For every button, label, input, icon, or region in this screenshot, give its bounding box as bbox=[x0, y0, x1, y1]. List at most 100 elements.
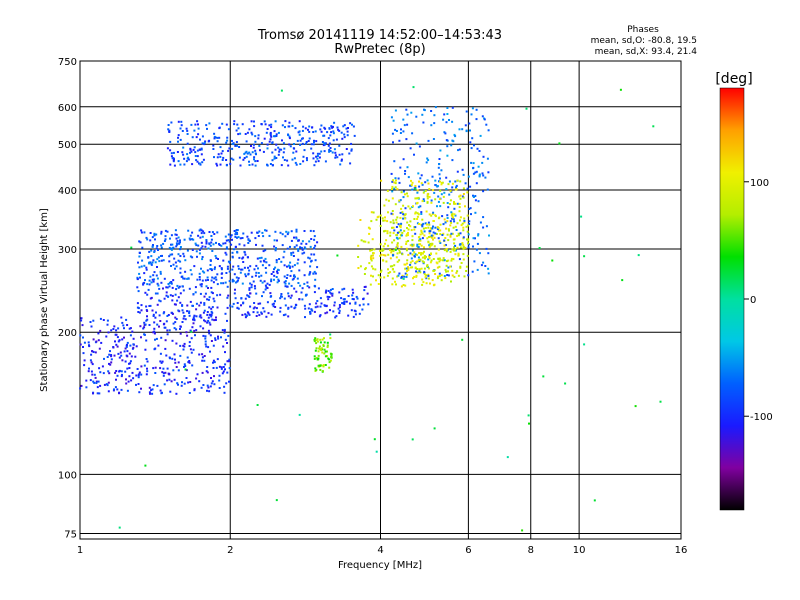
data-point bbox=[329, 147, 332, 149]
data-point bbox=[396, 252, 399, 255]
data-point bbox=[298, 269, 301, 272]
data-point bbox=[193, 129, 196, 132]
data-point bbox=[182, 348, 185, 351]
data-point bbox=[236, 123, 239, 126]
data-point bbox=[179, 332, 182, 335]
data-point bbox=[187, 156, 190, 159]
data-point bbox=[466, 230, 469, 233]
data-point bbox=[313, 270, 316, 273]
data-point bbox=[310, 147, 313, 150]
data-point bbox=[183, 163, 186, 166]
data-point bbox=[177, 160, 180, 163]
data-point bbox=[278, 148, 281, 151]
data-point bbox=[460, 224, 463, 227]
data-point bbox=[396, 188, 399, 191]
data-point bbox=[308, 272, 311, 275]
data-point bbox=[304, 247, 307, 250]
data-point bbox=[289, 245, 291, 248]
data-point bbox=[583, 255, 586, 258]
data-point bbox=[128, 352, 131, 355]
data-point bbox=[248, 240, 251, 242]
data-point bbox=[324, 291, 327, 294]
data-point bbox=[228, 147, 231, 150]
data-point bbox=[394, 182, 397, 185]
data-point bbox=[228, 260, 231, 263]
data-point bbox=[254, 287, 257, 290]
data-point bbox=[325, 305, 328, 308]
data-point bbox=[95, 340, 98, 343]
data-point bbox=[306, 159, 308, 162]
data-point bbox=[143, 231, 146, 234]
data-point bbox=[240, 268, 243, 271]
data-point bbox=[453, 201, 455, 203]
data-point bbox=[287, 307, 290, 310]
data-point bbox=[368, 232, 371, 235]
data-point bbox=[330, 353, 333, 356]
data-point bbox=[148, 250, 151, 253]
data-point bbox=[447, 183, 450, 186]
data-point bbox=[184, 270, 187, 273]
data-point bbox=[396, 242, 399, 245]
data-point bbox=[301, 142, 304, 145]
data-point bbox=[370, 259, 373, 262]
data-point bbox=[364, 285, 367, 288]
data-point bbox=[395, 283, 397, 286]
data-point bbox=[298, 130, 301, 133]
data-point bbox=[451, 120, 454, 123]
data-point bbox=[423, 267, 426, 270]
data-point bbox=[337, 307, 340, 310]
data-point bbox=[89, 359, 92, 362]
data-point bbox=[189, 381, 192, 383]
data-point bbox=[114, 340, 116, 343]
data-point bbox=[464, 182, 467, 185]
data-point bbox=[380, 253, 383, 256]
data-point bbox=[160, 361, 163, 364]
data-point bbox=[189, 147, 192, 150]
data-point bbox=[320, 124, 323, 127]
data-point bbox=[349, 122, 352, 125]
data-point bbox=[436, 266, 439, 269]
data-point bbox=[427, 139, 430, 142]
data-point bbox=[156, 266, 158, 268]
data-point bbox=[244, 275, 247, 278]
data-point bbox=[206, 389, 208, 392]
data-point bbox=[427, 159, 430, 162]
data-point bbox=[463, 217, 466, 220]
data-point bbox=[462, 236, 465, 239]
data-point bbox=[195, 377, 198, 380]
data-point bbox=[405, 138, 408, 141]
data-point bbox=[447, 266, 450, 269]
data-point bbox=[172, 369, 175, 372]
data-point bbox=[249, 282, 252, 285]
data-point bbox=[193, 314, 196, 317]
data-point bbox=[329, 288, 332, 291]
data-point bbox=[202, 384, 205, 386]
data-point bbox=[221, 329, 224, 332]
data-point bbox=[456, 170, 459, 173]
data-point bbox=[380, 269, 383, 272]
data-point bbox=[109, 350, 111, 353]
data-point bbox=[395, 221, 398, 224]
data-point bbox=[212, 359, 215, 362]
data-point bbox=[447, 206, 450, 209]
data-point bbox=[254, 160, 257, 163]
data-point bbox=[214, 337, 217, 340]
data-point bbox=[313, 291, 316, 294]
data-point bbox=[446, 145, 449, 148]
data-point bbox=[152, 315, 155, 317]
data-point bbox=[427, 241, 430, 244]
data-point bbox=[315, 155, 318, 158]
data-point bbox=[230, 234, 233, 237]
data-point bbox=[266, 128, 269, 130]
data-point bbox=[228, 280, 231, 283]
data-point bbox=[390, 116, 393, 119]
data-point bbox=[80, 384, 83, 387]
data-point bbox=[439, 149, 442, 152]
data-point bbox=[437, 166, 440, 169]
data-point bbox=[417, 213, 420, 216]
data-point bbox=[334, 151, 337, 154]
data-point bbox=[129, 334, 132, 337]
x-tick-label: 8 bbox=[528, 545, 534, 556]
data-point bbox=[138, 391, 141, 394]
data-point bbox=[194, 151, 197, 154]
